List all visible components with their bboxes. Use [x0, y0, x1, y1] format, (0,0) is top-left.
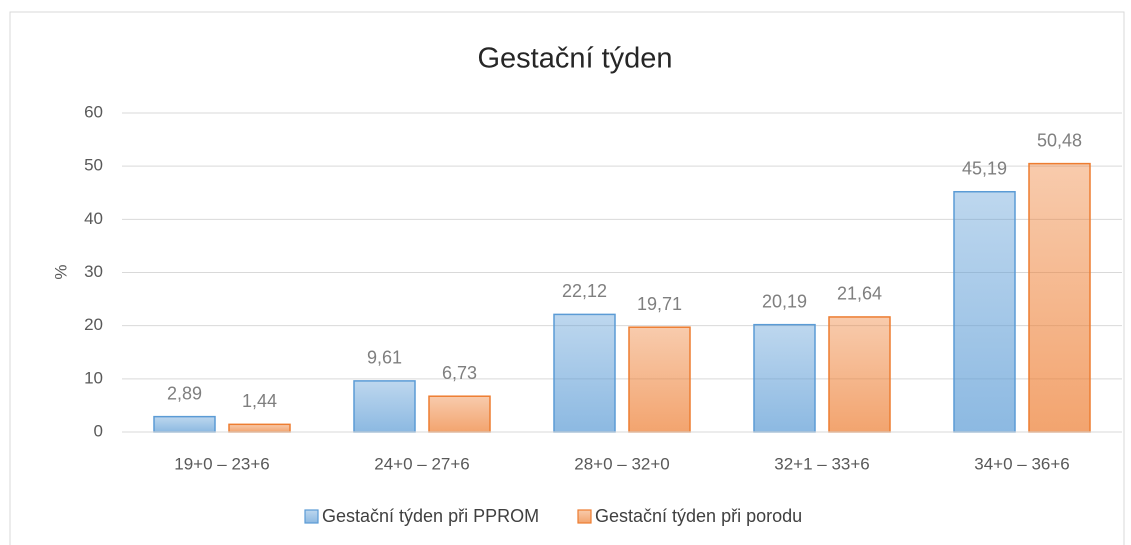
bar: [428, 395, 491, 433]
bar: [353, 380, 416, 433]
bar: [628, 326, 691, 433]
bar: [153, 415, 216, 433]
value-label: 6,73: [442, 363, 477, 383]
value-label: 1,44: [242, 391, 277, 411]
value-label: 21,64: [837, 284, 882, 304]
bar: [228, 423, 291, 433]
value-label: 50,48: [1037, 130, 1082, 150]
chart-title: Gestační týden: [477, 43, 672, 75]
bar: [553, 313, 616, 433]
x-tick-label: 32+1 – 33+6: [774, 454, 869, 473]
legend-label: Gestační týden při porodu: [595, 506, 802, 526]
value-label: 19,71: [637, 294, 682, 314]
y-tick-label: 10: [84, 368, 103, 387]
chart-border: [9, 11, 1125, 545]
bar: [953, 190, 1016, 433]
bar: [828, 316, 891, 433]
legend-swatch: [577, 509, 592, 524]
value-label: 9,61: [367, 348, 402, 368]
value-label: 45,19: [962, 158, 1007, 178]
y-tick-label: 20: [84, 315, 103, 334]
x-tick-label: 28+0 – 32+0: [574, 454, 669, 473]
value-label: 2,89: [167, 383, 202, 403]
y-axis-label: %: [51, 264, 70, 279]
y-tick-label: 30: [84, 262, 103, 281]
y-tick-label: 60: [84, 102, 103, 121]
x-tick-label: 34+0 – 36+6: [974, 454, 1069, 473]
bar: [753, 323, 816, 433]
value-label: 20,19: [762, 291, 807, 311]
x-tick-label: 19+0 – 23+6: [174, 454, 269, 473]
y-tick-label: 40: [84, 209, 103, 228]
x-tick-label: 24+0 – 27+6: [374, 454, 469, 473]
legend-label: Gestační týden při PPROM: [322, 506, 539, 526]
bar: [1028, 162, 1091, 433]
legend-swatch: [304, 509, 319, 524]
y-tick-label: 0: [94, 421, 103, 440]
y-tick-label: 50: [84, 156, 103, 175]
value-label: 22,12: [562, 281, 607, 301]
